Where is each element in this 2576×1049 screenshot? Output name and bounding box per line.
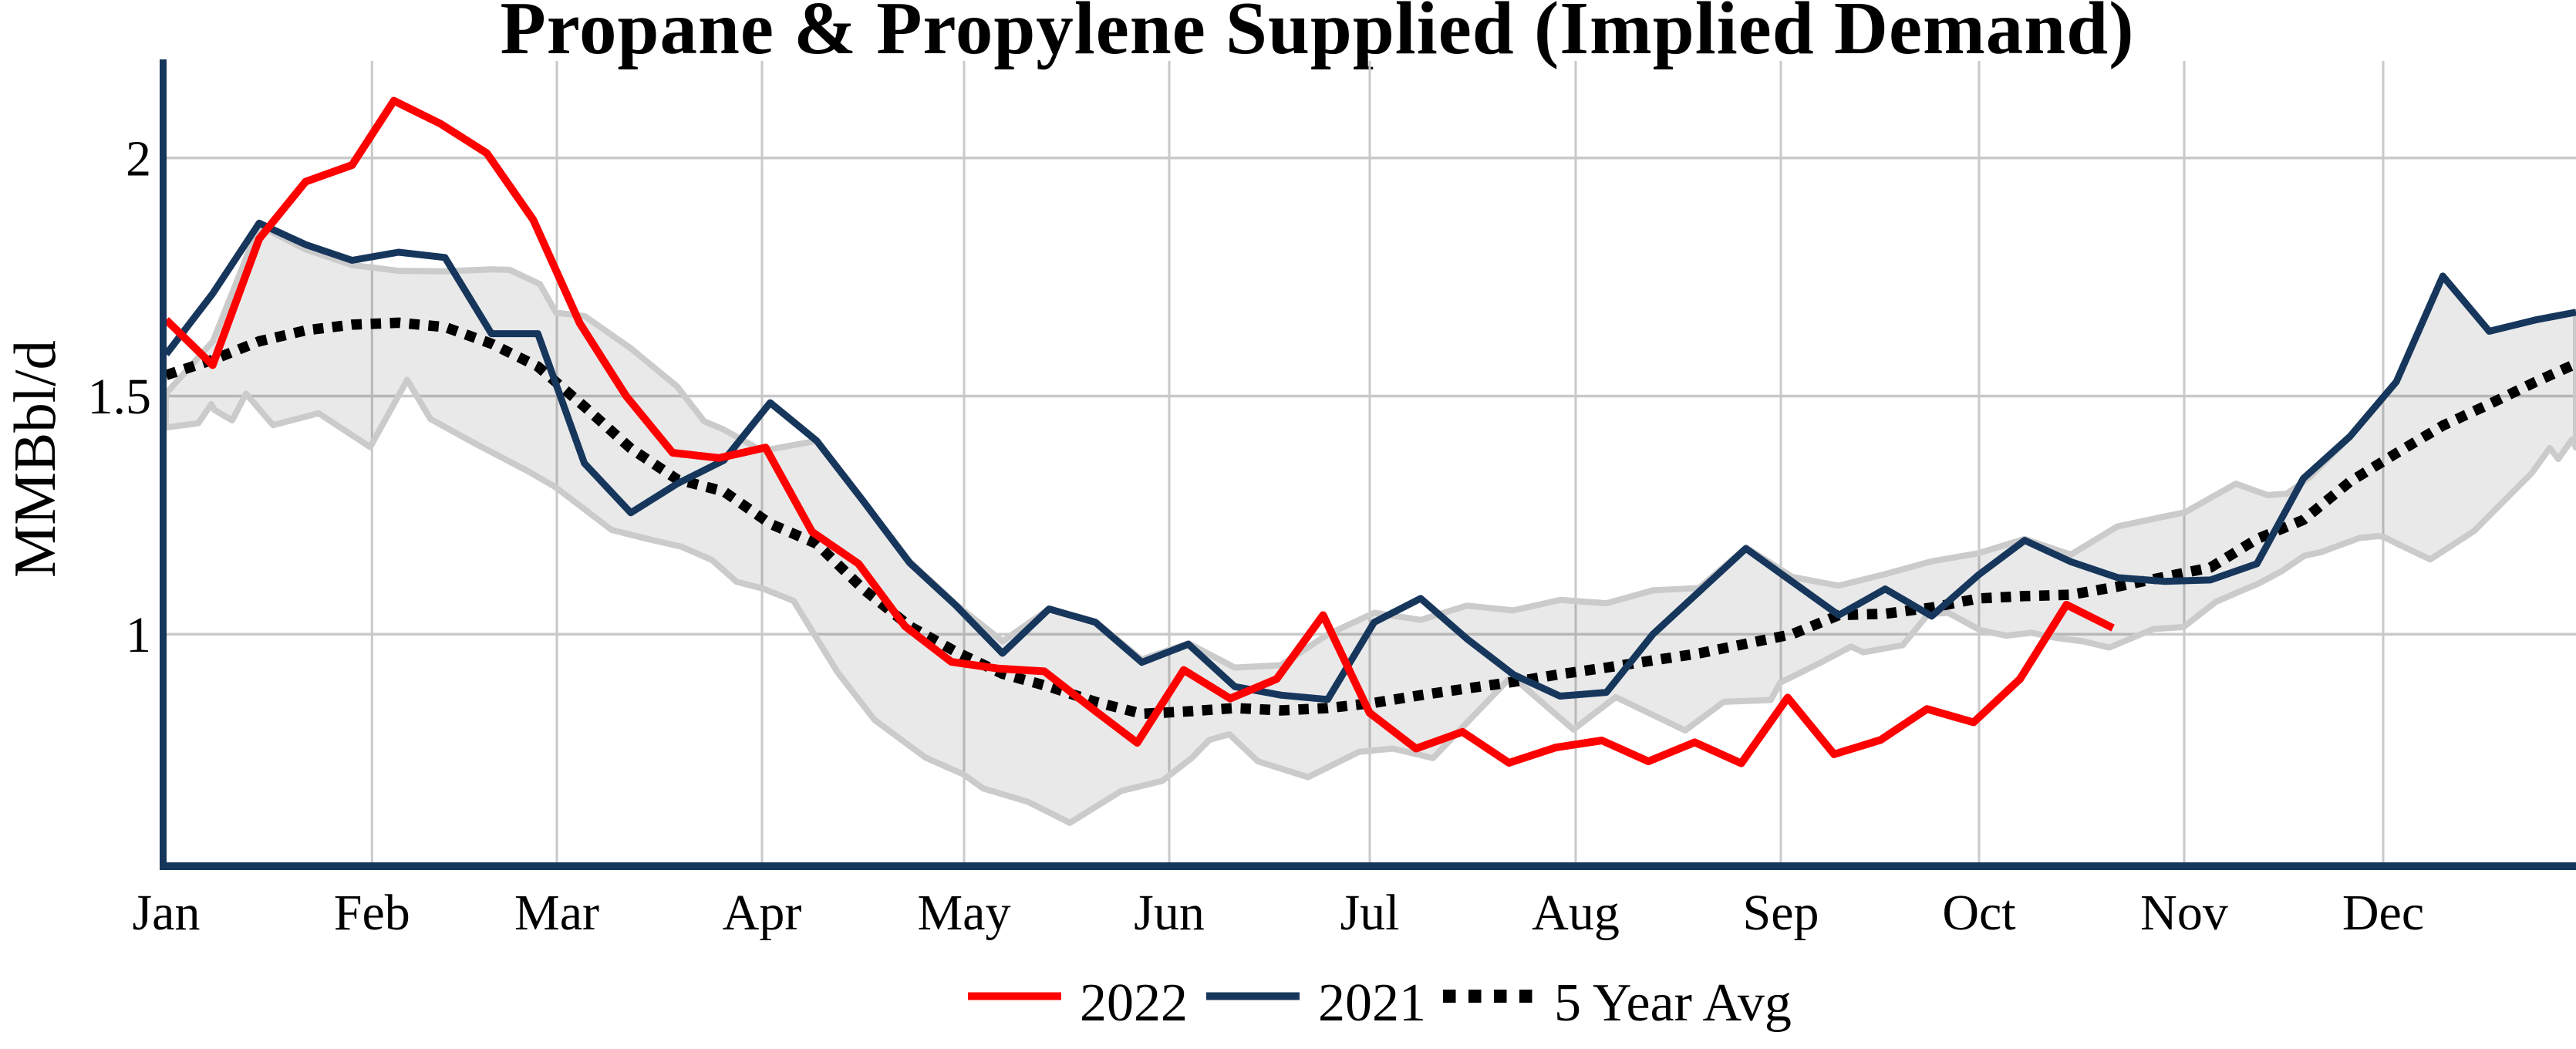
svg-text:Nov: Nov	[2140, 885, 2228, 941]
svg-text:Mar: Mar	[514, 885, 599, 941]
svg-text:Jan: Jan	[133, 885, 201, 941]
svg-text:2021: 2021	[1318, 973, 1426, 1033]
svg-text:2022: 2022	[1080, 973, 1188, 1033]
svg-text:May: May	[918, 885, 1011, 941]
svg-text:Propane & Propylene Supplied (: Propane & Propylene Supplied (Implied De…	[500, 0, 2134, 69]
svg-text:MMBbl/d: MMBbl/d	[2, 340, 68, 578]
svg-text:Oct: Oct	[1942, 885, 2015, 941]
svg-text:Jun: Jun	[1134, 885, 1205, 941]
svg-text:Sep: Sep	[1743, 885, 1819, 941]
svg-text:Apr: Apr	[723, 885, 802, 941]
svg-text:Aug: Aug	[1532, 885, 1620, 941]
svg-text:5 Year Avg: 5 Year Avg	[1554, 973, 1792, 1033]
svg-text:2: 2	[126, 130, 151, 187]
svg-text:Jul: Jul	[1340, 885, 1399, 941]
svg-text:Feb: Feb	[334, 885, 410, 941]
svg-text:Dec: Dec	[2342, 885, 2424, 941]
svg-text:1: 1	[126, 607, 151, 663]
svg-text:1.5: 1.5	[88, 369, 152, 425]
